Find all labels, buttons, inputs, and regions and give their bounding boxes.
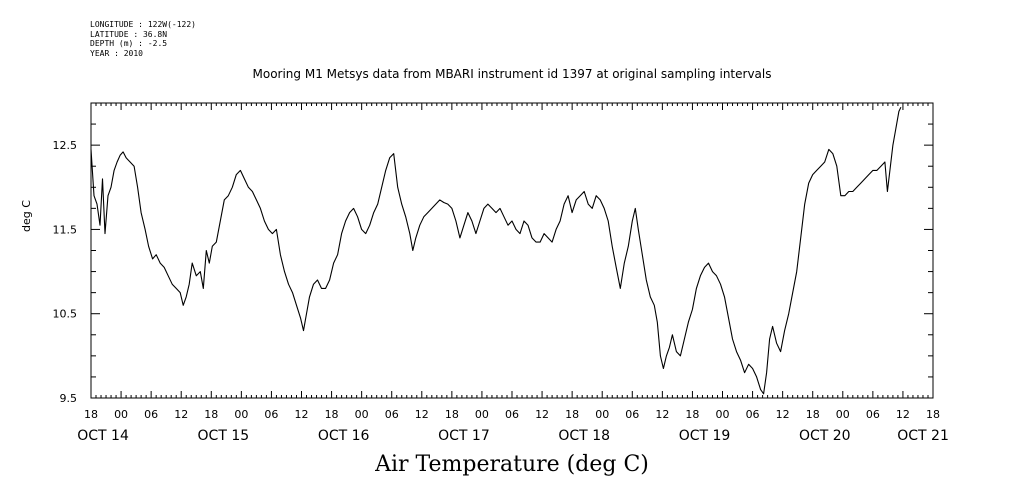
x-tick-label: 18 xyxy=(204,408,218,421)
y-tick-label: 10.5 xyxy=(53,308,78,321)
x-tick-label: 18 xyxy=(806,408,820,421)
x-tick-label: 00 xyxy=(836,408,850,421)
x-tick-label: 00 xyxy=(475,408,489,421)
x-tick-label: 06 xyxy=(505,408,519,421)
x-tick-label: 00 xyxy=(114,408,128,421)
x-tick-label: 18 xyxy=(84,408,98,421)
x-tick-label: 18 xyxy=(685,408,699,421)
x-tick-label: 06 xyxy=(866,408,880,421)
x-day-label: OCT 20 xyxy=(799,428,851,444)
x-tick-label: 12 xyxy=(174,408,188,421)
x-tick-label: 06 xyxy=(264,408,278,421)
x-tick-label: 00 xyxy=(595,408,609,421)
plot-frame xyxy=(90,102,934,399)
x-tick-label: 06 xyxy=(746,408,760,421)
x-axis-title: Air Temperature (deg C) xyxy=(375,452,649,477)
x-tick-label: 12 xyxy=(896,408,910,421)
x-day-label: OCT 21 xyxy=(897,428,949,444)
x-tick-label: 18 xyxy=(445,408,459,421)
x-tick-label: 06 xyxy=(385,408,399,421)
meta-longitude: LONGITUDE : 122W(-122) xyxy=(90,20,196,29)
x-tick-label: 18 xyxy=(325,408,339,421)
meta-depth: DEPTH (m) : -2.5 xyxy=(90,39,168,48)
x-tick-label: 18 xyxy=(926,408,940,421)
x-day-label: OCT 17 xyxy=(438,428,490,444)
metadata-block: LONGITUDE : 122W(-122) LATITUDE : 36.8N … xyxy=(90,20,196,58)
x-tick-label: 18 xyxy=(565,408,579,421)
meta-year: YEAR : 2010 xyxy=(90,48,143,58)
x-day-label: OCT 19 xyxy=(679,428,731,444)
x-tick-label: 00 xyxy=(355,408,369,421)
x-tick-label: 06 xyxy=(144,408,158,421)
x-tick-label: 12 xyxy=(415,408,429,421)
series-line xyxy=(90,106,902,395)
meta-latitude: LATITUDE : 36.8N xyxy=(90,29,168,39)
x-tick-label: 06 xyxy=(625,408,639,421)
x-day-label: OCT 15 xyxy=(198,428,250,444)
x-tick-label: 00 xyxy=(234,408,248,421)
x-tick-label: 12 xyxy=(535,408,549,421)
x-tick-label: 00 xyxy=(716,408,730,421)
x-day-label: OCT 16 xyxy=(318,428,370,444)
y-tick-label: 11.5 xyxy=(53,223,78,236)
x-tick-label: 12 xyxy=(295,408,309,421)
y-tick-label: 12.5 xyxy=(53,139,78,152)
x-day-label: OCT 14 xyxy=(77,428,129,444)
y-tick-label: 9.5 xyxy=(60,392,78,405)
x-day-label: OCT 18 xyxy=(558,428,610,444)
x-tick-label: 12 xyxy=(655,408,669,421)
chart-title: Mooring M1 Metsys data from MBARI instru… xyxy=(252,67,772,81)
x-tick-label: 12 xyxy=(776,408,790,421)
